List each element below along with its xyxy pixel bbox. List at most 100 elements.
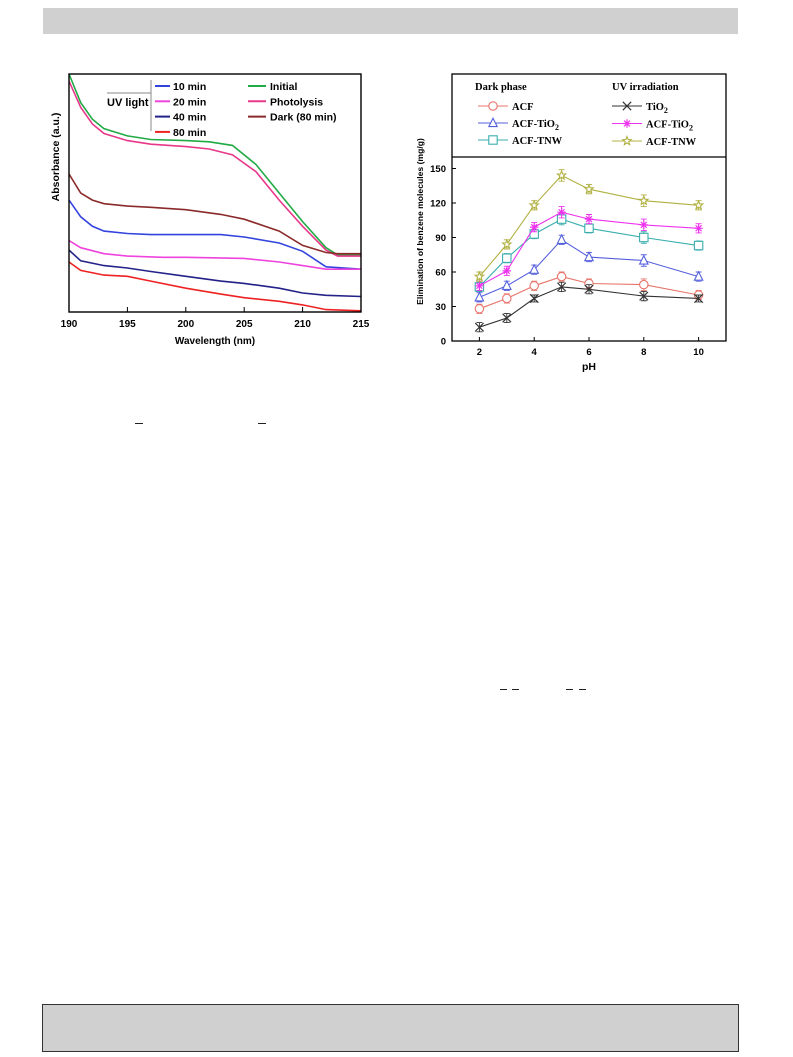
- x-axis-label: Wavelength (nm): [175, 336, 255, 347]
- data-point-acf-tio2-dark: [501, 279, 512, 290]
- text-mark: [135, 423, 143, 424]
- x-axis-label: pH: [582, 361, 596, 373]
- data-point-acf-tnw-dark: [639, 232, 649, 243]
- legend-entry: 10 min: [173, 81, 206, 93]
- data-point-acf-tio2-dark: [693, 270, 704, 281]
- data-point-acf-dark: [639, 279, 649, 290]
- y-tick-label: 120: [430, 199, 446, 210]
- x-tick-label: 10: [693, 347, 704, 358]
- series-line-20-min: [68, 239, 361, 270]
- x-tick-label: 8: [641, 347, 646, 358]
- data-point-tio2-uv: [693, 293, 704, 304]
- legend-entry: ACF-TNW: [646, 137, 697, 148]
- data-point-acf-dark: [556, 271, 567, 282]
- footer-box: [42, 1004, 739, 1052]
- data-point-acf-tio2-uv: [639, 220, 648, 230]
- legend-entry: Initial: [270, 81, 298, 93]
- data-point-acf-tio2-dark: [529, 263, 540, 274]
- data-point-acf-tnw-dark: [584, 223, 594, 234]
- data-point-acf-dark: [529, 281, 539, 291]
- text-mark: [512, 689, 519, 690]
- series-line-10-min: [68, 199, 362, 270]
- legend-entry: ACF: [512, 102, 534, 113]
- legend-entry: ACF-TNW: [512, 136, 563, 147]
- elimination-chart: Dark phase UV irradiation ACF ACF-TiO2 ACF-T…: [415, 73, 727, 373]
- data-point-acf-tnw-uv: [692, 199, 705, 211]
- legend-header-dark: Dark phase: [475, 82, 527, 93]
- text-mark: [500, 689, 507, 690]
- data-point-tio2-uv: [529, 293, 539, 304]
- legend-entry: 80 min: [173, 127, 206, 139]
- x-tick-label: 6: [586, 347, 591, 358]
- legend-marker: [622, 101, 632, 111]
- series-line-40-min: [68, 249, 362, 298]
- data-point-acf-tnw-uv: [638, 194, 650, 206]
- data-point-acf-dark: [502, 293, 512, 304]
- y-axis-label: Elimination of benzene molecules (mg/g): [415, 138, 425, 305]
- data-point-acf-tnw-uv: [501, 238, 513, 250]
- x-tick-label: 195: [119, 319, 136, 330]
- data-point-acf-tnw-uv: [528, 199, 540, 211]
- data-point-acf-tio2-dark: [556, 233, 567, 244]
- legend-entry: 20 min: [173, 96, 206, 108]
- data-point-tio2-uv: [639, 291, 649, 301]
- absorbance-chart: 190 195 200 205 210 215 Wavelength (nm) Absorba…: [50, 73, 370, 347]
- legend-entry: Photolysis: [270, 96, 323, 108]
- plot-frame: [68, 73, 362, 313]
- data-point-acf-tio2-dark: [474, 291, 485, 302]
- text-mark: [566, 689, 573, 690]
- y-tick-label: 0: [441, 337, 446, 348]
- x-tick-label: 205: [236, 319, 253, 330]
- legend-entry-subscript: 2: [689, 124, 693, 133]
- legend-marker: [487, 116, 499, 128]
- text-mark: [258, 423, 266, 424]
- data-point-acf-tio2-uv: [475, 281, 484, 290]
- data-point-acf-tio2-uv: [694, 224, 703, 233]
- x-tick-label: 210: [294, 319, 311, 330]
- legend-marker: [488, 101, 498, 111]
- legend-group-label: UV light: [107, 97, 149, 109]
- legend-marker: [621, 135, 633, 146]
- legend-marker: [622, 119, 632, 128]
- data-point-acf-dark: [474, 304, 485, 314]
- data-point-acf-tnw-uv: [583, 183, 595, 195]
- header-bar: [43, 8, 738, 34]
- x-tick-label: 2: [477, 347, 482, 358]
- y-tick-label: 30: [435, 302, 446, 313]
- data-point-acf-tnw-dark: [502, 253, 512, 263]
- legend-entry: Dark (80 min): [270, 112, 337, 124]
- legend-entry-subscript: 2: [555, 123, 559, 132]
- x-tick-label: 215: [353, 319, 370, 330]
- data-point-acf-tio2-dark: [638, 254, 649, 265]
- x-tick-label: 200: [177, 319, 194, 330]
- legend-frame: [451, 73, 727, 342]
- data-point-tio2-uv: [502, 313, 512, 323]
- data-point-tio2-uv: [556, 282, 567, 292]
- legend-marker: [488, 135, 498, 145]
- data-point-acf-tio2-uv: [502, 266, 511, 276]
- legend-entry: ACF-TiO2: [512, 119, 559, 132]
- y-tick-label: 60: [435, 268, 446, 279]
- data-point-acf-tnw-uv: [555, 169, 568, 181]
- data-point-tio2-uv: [474, 322, 485, 332]
- data-point-tio2-uv: [584, 284, 594, 294]
- legend-entry: 40 min: [173, 112, 206, 124]
- y-tick-label: 150: [430, 164, 446, 175]
- series-line-initial: [68, 73, 361, 256]
- x-tick-label: 190: [61, 319, 78, 330]
- data-point-acf-tnw-uv: [473, 270, 486, 282]
- legend-entry: TiO2: [646, 102, 668, 115]
- data-point-acf-tio2-uv: [557, 208, 566, 217]
- legend-header-uv: UV irradiation: [612, 82, 679, 93]
- data-point-acf-tio2-uv: [530, 222, 539, 232]
- y-tick-label: 90: [435, 233, 446, 244]
- data-point-acf-tio2-uv: [584, 214, 594, 224]
- data-point-acf-tnw-dark: [693, 240, 704, 251]
- series-line-dark-80-min-: [68, 173, 361, 255]
- series-line-photolysis: [68, 80, 361, 257]
- legend-entry-subscript: 2: [664, 106, 668, 115]
- y-axis-label: Absorbance (a.u.): [50, 113, 62, 202]
- series-line-80-min: [68, 261, 362, 312]
- legend-entry: ACF-TiO2: [646, 120, 693, 133]
- data-point-acf-tio2-dark: [583, 251, 595, 262]
